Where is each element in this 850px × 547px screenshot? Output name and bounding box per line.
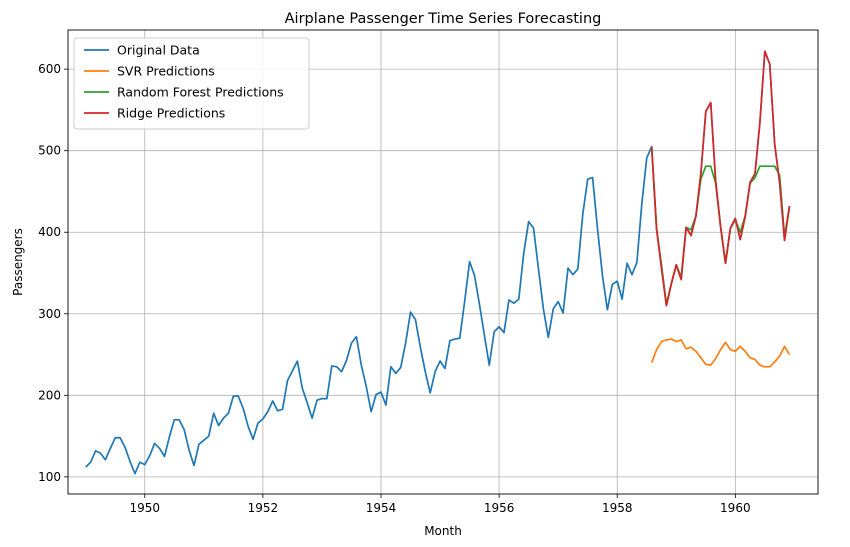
y-tick-label: 500 bbox=[38, 144, 61, 158]
y-tick-label: 100 bbox=[38, 470, 61, 484]
series-lines bbox=[85, 50, 791, 475]
y-tick-label: 300 bbox=[38, 307, 61, 321]
legend-label: Random Forest Predictions bbox=[117, 85, 284, 100]
legend-label: Ridge Predictions bbox=[117, 106, 225, 121]
series-line-svr-predictions bbox=[650, 338, 791, 368]
x-tick-label: 1958 bbox=[602, 501, 633, 515]
x-tick-label: 1960 bbox=[720, 501, 751, 515]
legend-label: SVR Predictions bbox=[117, 64, 215, 79]
plot-frame bbox=[67, 29, 819, 495]
legend: Original Data SVR Predictions Random Fores… bbox=[73, 37, 310, 130]
chart-title: Airplane Passenger Time Series Forecasti… bbox=[285, 11, 602, 27]
x-tick-label: 1954 bbox=[366, 501, 397, 515]
x-tick-label: 1952 bbox=[248, 501, 279, 515]
series-line-ridge-predictions bbox=[650, 50, 791, 307]
axis-ticks: 1950 1952 1954 1956 1958 1960 100 200 300 400 500 6… bbox=[38, 62, 751, 515]
y-axis-label: Passengers bbox=[11, 228, 25, 296]
grid bbox=[68, 30, 818, 494]
legend-label: Original Data bbox=[117, 43, 200, 58]
x-axis-label: Month bbox=[424, 524, 462, 538]
legend-box bbox=[73, 37, 310, 130]
y-tick-label: 200 bbox=[38, 388, 61, 402]
y-tick-label: 400 bbox=[38, 225, 61, 239]
y-tick-label: 600 bbox=[38, 62, 61, 76]
x-tick-label: 1956 bbox=[484, 501, 515, 515]
x-tick-label: 1950 bbox=[129, 501, 160, 515]
